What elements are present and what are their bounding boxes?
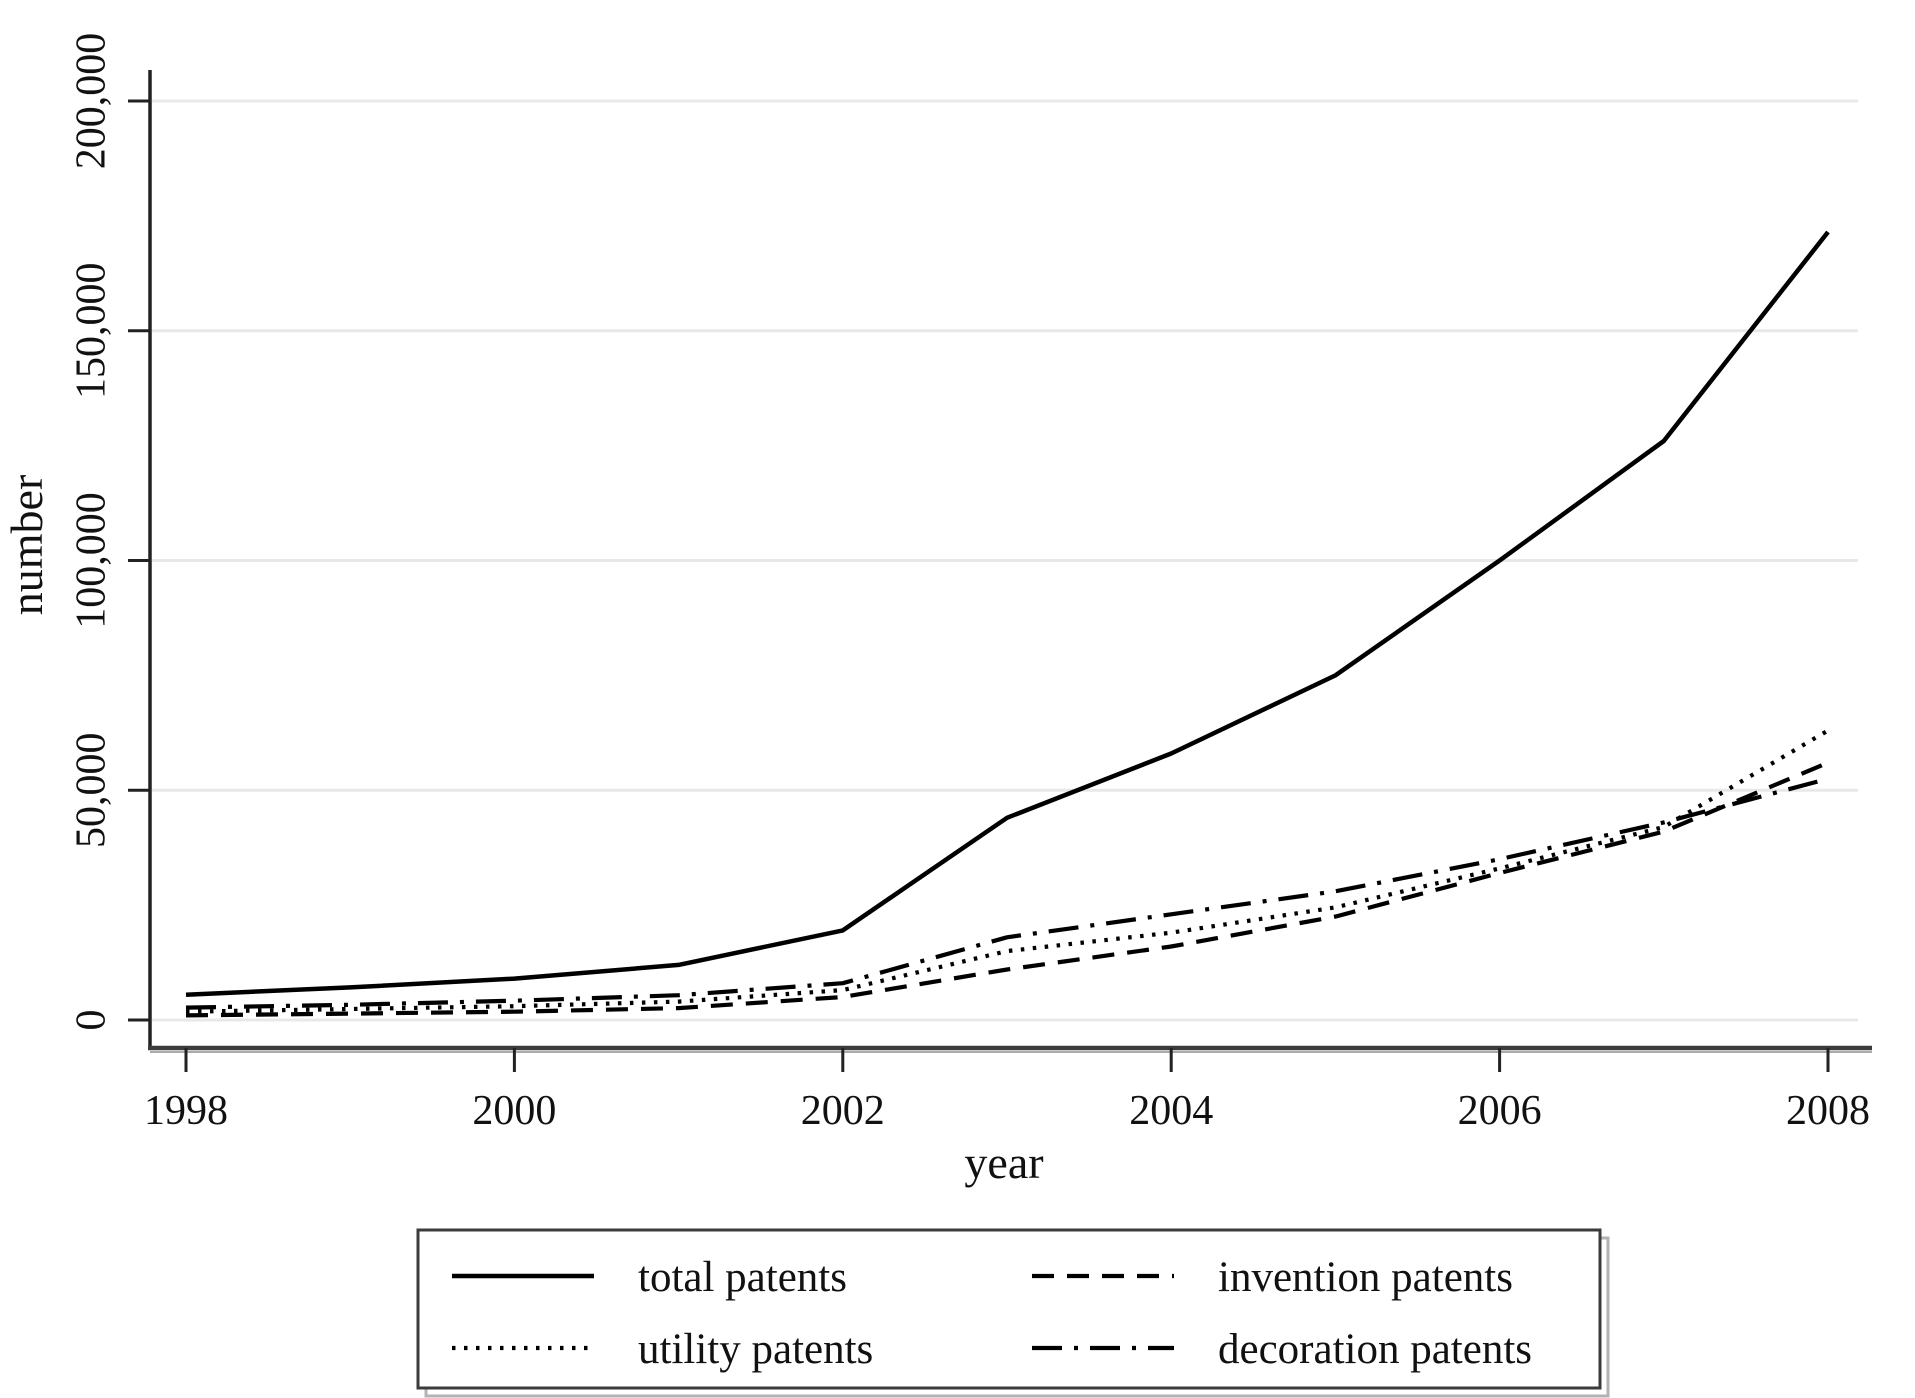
y-tick-label-3: 150,000 — [69, 263, 115, 400]
gridlines — [152, 99, 1858, 1022]
series-line-invention-patents — [185, 760, 1829, 1018]
x-axis-ticks: 1998 2000 2002 2004 2006 2008 — [144, 1048, 1870, 1134]
legend-item-decoration-patents: decoration patents — [1032, 1326, 1532, 1373]
y-tick-label-2: 100,000 — [69, 492, 115, 629]
legend-label-utility-patents: utility patents — [638, 1326, 873, 1373]
legend-item-invention-patents: invention patents — [1032, 1254, 1513, 1301]
x-tick-label-2: 2002 — [801, 1088, 885, 1134]
series-line-utility-patents — [185, 728, 1830, 1014]
legend-label-total-patents: total patents — [638, 1254, 847, 1301]
legend-label-decoration-patents: decoration patents — [1218, 1326, 1532, 1373]
y-tick-label-0: 0 — [69, 1010, 115, 1031]
x-tick-label-5: 2008 — [1786, 1088, 1870, 1134]
y-axis-ticks: 0 50,000 100,000 150,000 200,000 — [69, 33, 150, 1031]
x-tick-label-4: 2006 — [1458, 1088, 1542, 1134]
series-lines — [185, 230, 1830, 1018]
legend-label-invention-patents: invention patents — [1218, 1254, 1513, 1301]
y-axis-title: number — [1, 475, 52, 616]
x-tick-label-0: 1998 — [144, 1088, 228, 1134]
legend-item-total-patents: total patents — [452, 1254, 847, 1301]
legend-frame — [416, 1228, 1602, 1390]
x-tick-label-3: 2004 — [1129, 1088, 1213, 1134]
y-tick-label-4: 200,000 — [69, 33, 115, 170]
legend-item-utility-patents: utility patents — [452, 1326, 873, 1373]
x-tick-label-1: 2000 — [472, 1088, 556, 1134]
legend-box: total patents invention patents utility … — [416, 1228, 1610, 1398]
y-tick-label-1: 50,000 — [69, 733, 115, 849]
series-line-total-patents — [185, 230, 1830, 997]
x-axis-title: year — [964, 1137, 1043, 1188]
series-line-decoration-patents — [185, 776, 1829, 1010]
